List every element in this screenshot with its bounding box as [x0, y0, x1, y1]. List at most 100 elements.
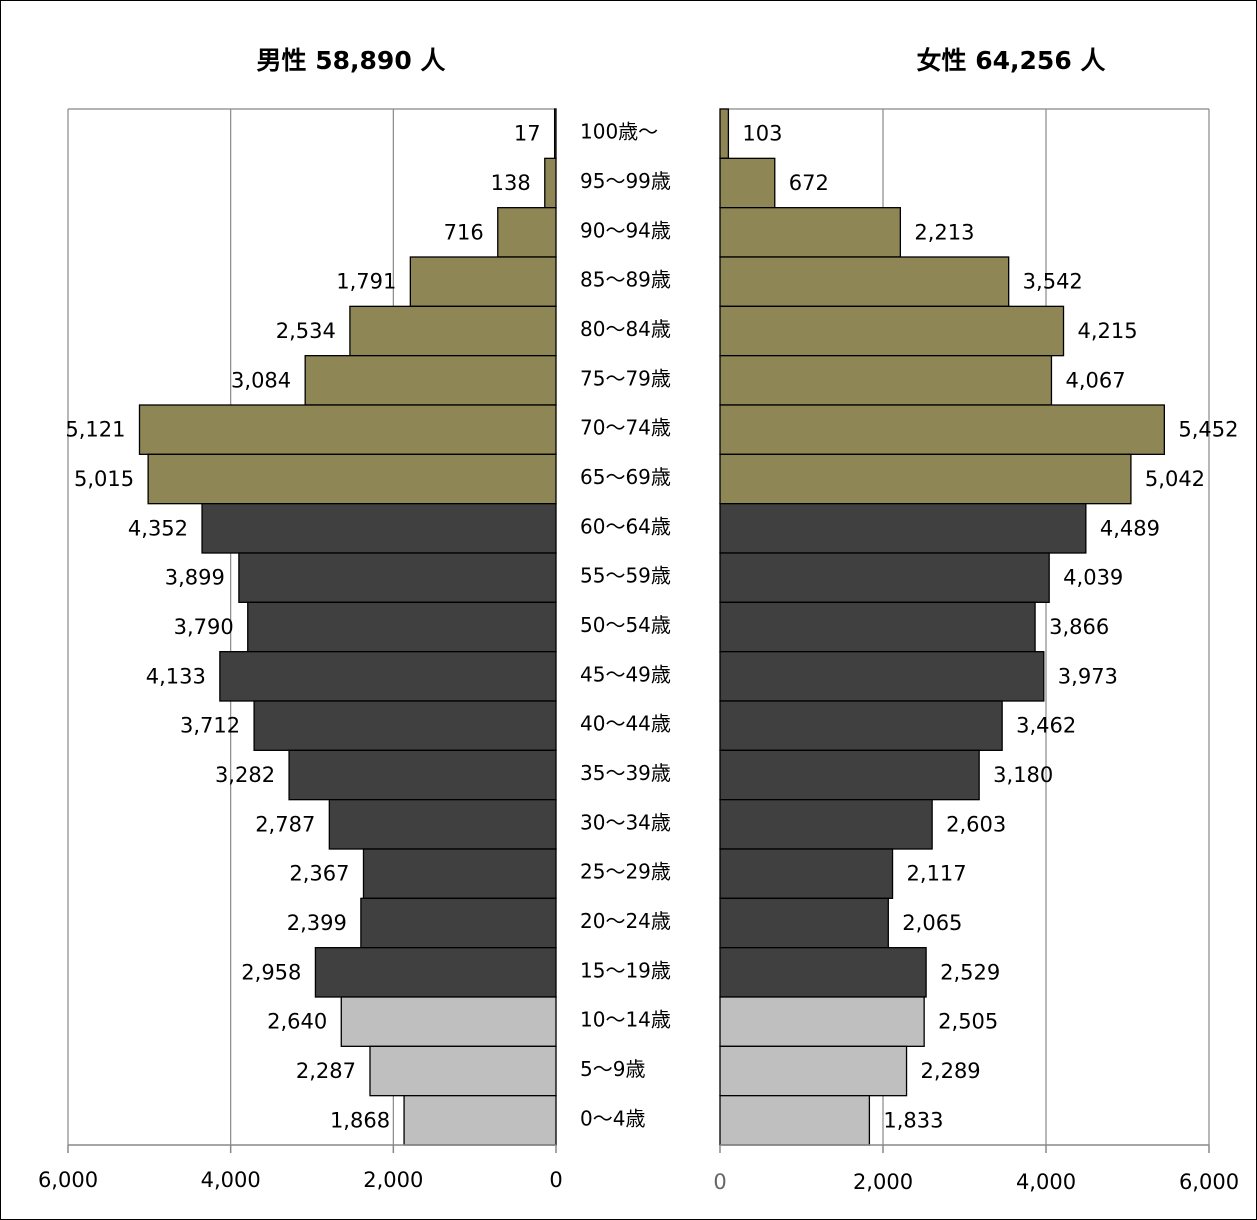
male-value-label: 3,790	[174, 615, 234, 639]
female-value-label: 2,529	[940, 960, 1000, 984]
age-category-label: 50～54歳	[580, 613, 671, 637]
bar-layer	[138, 108, 1165, 1146]
female-value-label: 4,489	[1100, 516, 1160, 540]
age-category-label: 95～99歳	[580, 169, 671, 193]
axis-layer: 6,000 0 4,000 2,000 2,000 4,000 0 6,000	[38, 1144, 1239, 1194]
male-value-label: 3,084	[231, 368, 291, 392]
age-category-label: 25～29歳	[580, 860, 671, 884]
male-bar	[147, 453, 557, 505]
male-value-label: 2,399	[287, 911, 347, 935]
age-category-label: 80～84歳	[580, 317, 671, 341]
female-value-label: 3,973	[1058, 664, 1118, 688]
female-value-label: 2,505	[938, 1010, 998, 1034]
male-tick-label: 0	[549, 1168, 562, 1192]
male-value-label: 17	[514, 122, 541, 146]
female-tick-label: 0	[713, 1170, 726, 1194]
female-value-label: 2,065	[902, 911, 962, 935]
female-value-label: 3,462	[1016, 714, 1076, 738]
male-value-label: 4,352	[128, 516, 188, 540]
female-value-label: 672	[789, 171, 829, 195]
female-bar	[719, 1045, 908, 1097]
female-value-label: 2,289	[921, 1059, 981, 1083]
female-bar	[719, 799, 933, 850]
male-bar	[409, 256, 557, 307]
female-value-label: 3,542	[1023, 270, 1083, 294]
female-bar	[719, 552, 1050, 603]
female-bar	[719, 1095, 871, 1146]
female-bar	[719, 256, 1010, 307]
female-bar	[719, 108, 730, 159]
male-value-label: 3,712	[180, 714, 240, 738]
age-category-label: 75～79歳	[580, 366, 671, 390]
male-bar	[288, 749, 557, 801]
male-bar	[314, 947, 557, 998]
female-value-label: 5,452	[1178, 418, 1238, 442]
male-value-label: 4,133	[146, 664, 206, 688]
male-value-label: 5,015	[74, 467, 134, 491]
male-bar	[238, 552, 557, 603]
female-tick-label: 4,000	[1016, 1170, 1076, 1194]
male-bar	[497, 207, 557, 258]
male-value-label: 2,640	[267, 1010, 327, 1034]
female-bar	[719, 355, 1053, 406]
male-value-label: 2,534	[276, 319, 336, 343]
female-bar	[719, 157, 776, 209]
male-value-label: 2,367	[289, 862, 349, 886]
female-value-label: 2,603	[946, 812, 1006, 836]
male-value-label: 2,958	[241, 960, 301, 984]
age-category-label: 35～39歳	[580, 761, 671, 785]
female-bar	[719, 848, 894, 899]
female-bar	[719, 453, 1132, 505]
female-value-label: 4,067	[1065, 368, 1125, 392]
age-category-label: 90～94歳	[580, 218, 671, 242]
male-value-label: 1,791	[336, 270, 396, 294]
male-bar	[138, 404, 557, 455]
male-value-label: 1,868	[330, 1108, 390, 1132]
male-value-label: 716	[444, 220, 484, 244]
female-value-label: 3,866	[1049, 615, 1109, 639]
female-value-label: 2,213	[914, 220, 974, 244]
male-bar	[247, 601, 557, 653]
male-bar	[362, 848, 557, 899]
male-bar	[253, 700, 557, 751]
age-category-label: 5～9歳	[580, 1057, 645, 1081]
female-value-label: 3,180	[993, 763, 1053, 787]
female-bar	[719, 996, 925, 1047]
age-category-label: 55～59歳	[580, 564, 671, 588]
male-bar	[349, 305, 557, 357]
male-title: 男性 58,890 人	[257, 46, 446, 75]
female-value-label: 2,117	[907, 862, 967, 886]
age-category-label: 45～49歳	[580, 662, 671, 686]
label-layer: 17 103 100歳～ 138 672 95～99歳 716 2,213 90～94歳 1,79…	[65, 120, 1238, 1133]
male-bar	[553, 108, 557, 159]
male-value-label: 5,121	[65, 418, 125, 442]
age-category-label: 15～19歳	[580, 958, 671, 982]
age-category-label: 65～69歳	[580, 465, 671, 489]
male-bar	[369, 1045, 557, 1097]
male-value-label: 138	[491, 171, 531, 195]
female-value-label: 1,833	[883, 1108, 943, 1132]
age-category-label: 60～64歳	[580, 514, 671, 538]
female-value-label: 4,215	[1078, 319, 1138, 343]
female-tick-label: 2,000	[853, 1170, 913, 1194]
female-bar	[719, 503, 1087, 554]
female-bar	[719, 207, 902, 258]
male-bar	[340, 996, 557, 1047]
female-bar	[719, 897, 889, 949]
male-bar	[201, 503, 557, 554]
male-bar	[360, 897, 557, 949]
male-tick-label: 4,000	[201, 1168, 261, 1192]
female-bar	[719, 305, 1065, 357]
female-title: 女性 64,256 人	[917, 46, 1106, 75]
female-value-label: 103	[742, 122, 782, 146]
male-value-label: 3,899	[165, 566, 225, 590]
male-bar	[219, 651, 557, 702]
age-category-label: 40～44歳	[580, 712, 671, 736]
male-bar	[328, 799, 557, 850]
age-category-label: 100歳～	[580, 120, 658, 144]
female-tick-label: 6,000	[1179, 1170, 1239, 1194]
male-bar	[304, 355, 557, 406]
female-bar	[719, 601, 1036, 653]
